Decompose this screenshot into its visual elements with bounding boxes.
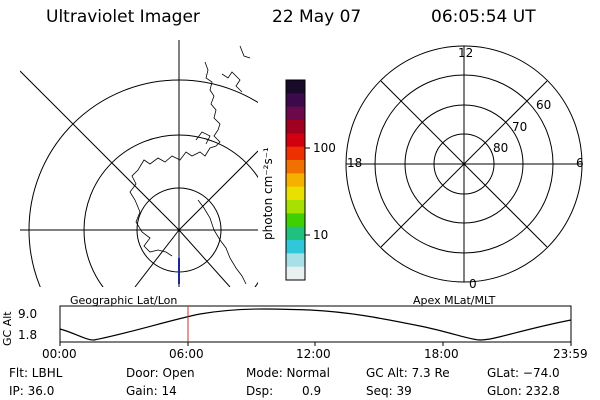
color-bar-band [286,160,305,174]
mlat-label-70: 70 [512,120,528,134]
altitude-ylabel: GC Alt [1,311,14,346]
colorbar-label-100: 100 [313,141,336,155]
gain-info: Gain: 14 [126,384,177,398]
mlt-label-18: 18 [347,156,363,170]
color-bar-band [286,120,305,134]
time-label: 06:05:54 UT [431,7,536,27]
colorbar-unit-label: photon cm⁻²s⁻¹ [261,147,275,240]
door-info: Door: Open [126,366,195,380]
antarctic-coastline [129,45,251,285]
mlt-label-6: 6 [576,156,584,170]
color-bar-band [286,186,305,201]
dsp-value: 0.9 [302,384,322,398]
altitude-ytick-low: 1.8 [18,328,38,342]
altitude-xtick-3: 18:00 [424,347,459,361]
color-bar-band [286,240,305,254]
color-bar-band [286,133,305,148]
geo-meridian-diag3 [134,229,180,287]
geo-map-label: Geographic Lat/Lon [70,294,178,307]
mlt-label-12: 12 [458,46,474,60]
color-bar [286,80,305,281]
color-bar-band [286,173,305,188]
color-bar-band [286,93,305,108]
filter-info: Flt: LBHL [9,366,63,380]
altitude-plot-frame [59,305,572,343]
color-bar-band [286,200,305,214]
altitude-xtick-2: 12:00 [296,347,331,361]
altitude-xtick-1: 06:00 [169,347,204,361]
geo-meridian-diag1 [20,70,180,231]
gc-alt-info: GC Alt: 7.3 Re [366,366,450,380]
color-bar-band [286,226,305,241]
glon-info: GLon: 232.8 [487,384,560,398]
instrument-title: Ultraviolet Imager [46,7,200,27]
mlat-label-80: 80 [493,141,509,155]
polar-map-label: Apex MLat/MLT [413,294,496,307]
dsp-label: Dsp: [246,384,274,398]
polar-diag-2 [380,80,548,248]
color-bar-band [286,253,305,268]
altitude-ytick-high: 9.0 [18,307,38,321]
seq-info: Seq: 39 [366,384,412,398]
color-bar-band [286,80,305,94]
geographic-map [20,40,258,287]
colorbar-label-10: 10 [313,228,329,242]
geo-meridian-diag2 [178,150,258,231]
mlt-label-0: 0 [469,277,477,291]
altitude-xtick-4: 23:59 [553,347,588,361]
mlat-label-60: 60 [536,98,552,112]
altitude-xticks [59,342,572,346]
geo-meridian-diag4 [178,229,231,287]
date-label: 22 May 07 [272,7,362,27]
color-bar-band [286,146,305,161]
altitude-curve [59,308,572,341]
glat-info: GLat: −74.0 [487,366,560,380]
mode-info: Mode: Normal [246,366,330,380]
color-bar-band [286,213,305,228]
color-bar-frame [285,79,306,281]
altitude-xtick-0: 00:00 [42,347,77,361]
ip-info: IP: 36.0 [9,384,55,398]
color-bar-band [286,106,305,121]
color-bar-band [286,266,305,281]
polar-map [345,45,583,283]
